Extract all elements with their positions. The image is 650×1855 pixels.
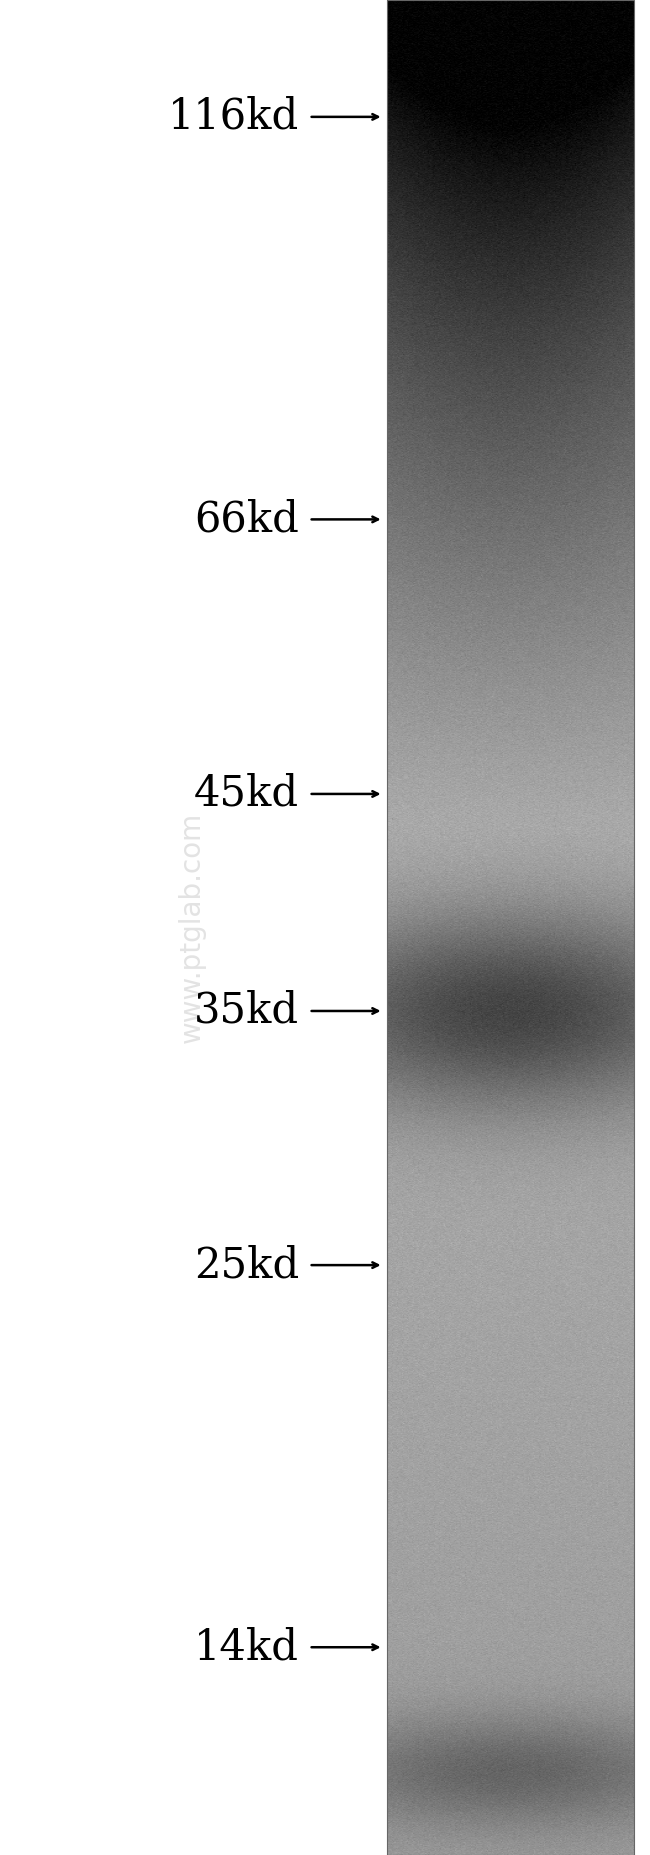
- Text: 45kd: 45kd: [194, 774, 299, 814]
- Bar: [387, 0, 634, 1855]
- Text: 35kd: 35kd: [194, 991, 299, 1031]
- Text: 116kd: 116kd: [168, 96, 299, 137]
- Text: 14kd: 14kd: [194, 1627, 299, 1668]
- Text: 66kd: 66kd: [194, 499, 299, 540]
- Text: www.ptglab.com: www.ptglab.com: [177, 812, 206, 1043]
- Text: 25kd: 25kd: [194, 1245, 299, 1286]
